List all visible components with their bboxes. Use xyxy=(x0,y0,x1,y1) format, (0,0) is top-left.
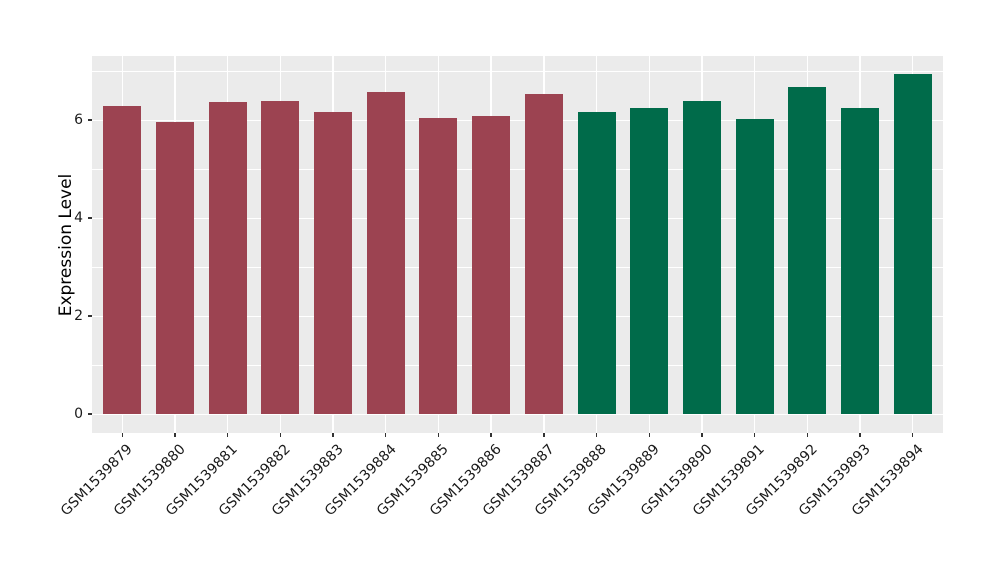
y-tick-mark xyxy=(88,413,92,415)
x-tick-mark xyxy=(595,433,598,437)
x-tick-mark xyxy=(912,433,914,437)
gridline-horizontal-major xyxy=(92,218,943,220)
x-tick-mark xyxy=(385,433,387,437)
bar-GSM1539894 xyxy=(893,74,932,414)
x-tick-mark xyxy=(437,433,440,437)
x-tick-mark xyxy=(806,433,809,437)
y-tick-label: 6 xyxy=(74,112,83,128)
bar-GSM1539887 xyxy=(524,94,563,414)
bar-GSM1539888 xyxy=(577,111,616,414)
x-tick-mark xyxy=(859,433,861,437)
bar-GSM1539884 xyxy=(366,91,405,414)
plot-panel xyxy=(92,56,943,433)
y-tick-label: 4 xyxy=(74,210,83,226)
x-tick-mark xyxy=(332,433,334,437)
y-tick-label: 0 xyxy=(74,406,83,422)
x-tick-mark xyxy=(701,433,703,437)
gridline-horizontal-minor xyxy=(92,169,943,170)
x-tick-mark xyxy=(279,433,282,437)
x-tick-mark xyxy=(121,433,123,437)
bar-GSM1539886 xyxy=(472,115,511,414)
x-tick-mark xyxy=(543,433,545,437)
bar-GSM1539889 xyxy=(630,108,669,414)
x-tick-mark xyxy=(753,433,756,437)
bar-GSM1539892 xyxy=(788,86,827,414)
x-tick-mark xyxy=(226,433,229,437)
bar-GSM1539890 xyxy=(682,100,721,414)
gridline-horizontal-major xyxy=(92,316,943,318)
bar-GSM1539885 xyxy=(419,117,458,414)
y-tick-mark xyxy=(88,119,92,121)
bar-GSM1539879 xyxy=(103,105,142,414)
gridline-horizontal-major xyxy=(92,120,943,122)
bar-GSM1539893 xyxy=(841,108,880,414)
y-tick-label: 2 xyxy=(74,308,83,324)
bar-GSM1539883 xyxy=(314,111,353,414)
x-tick-mark xyxy=(174,433,176,437)
x-tick-mark xyxy=(490,433,492,437)
bar-GSM1539891 xyxy=(735,118,774,414)
bar-GSM1539881 xyxy=(208,102,247,414)
y-axis-title: Expression Level xyxy=(56,173,76,317)
y-tick-mark xyxy=(88,315,92,317)
gridline-horizontal-minor xyxy=(92,365,943,366)
gridline-horizontal-major xyxy=(92,414,943,416)
gridline-horizontal-minor xyxy=(92,267,943,268)
gridline-horizontal-minor xyxy=(92,71,943,72)
x-tick-mark xyxy=(648,433,650,437)
bar-GSM1539882 xyxy=(261,101,300,414)
bar-GSM1539880 xyxy=(155,122,194,414)
y-tick-mark xyxy=(88,217,92,219)
